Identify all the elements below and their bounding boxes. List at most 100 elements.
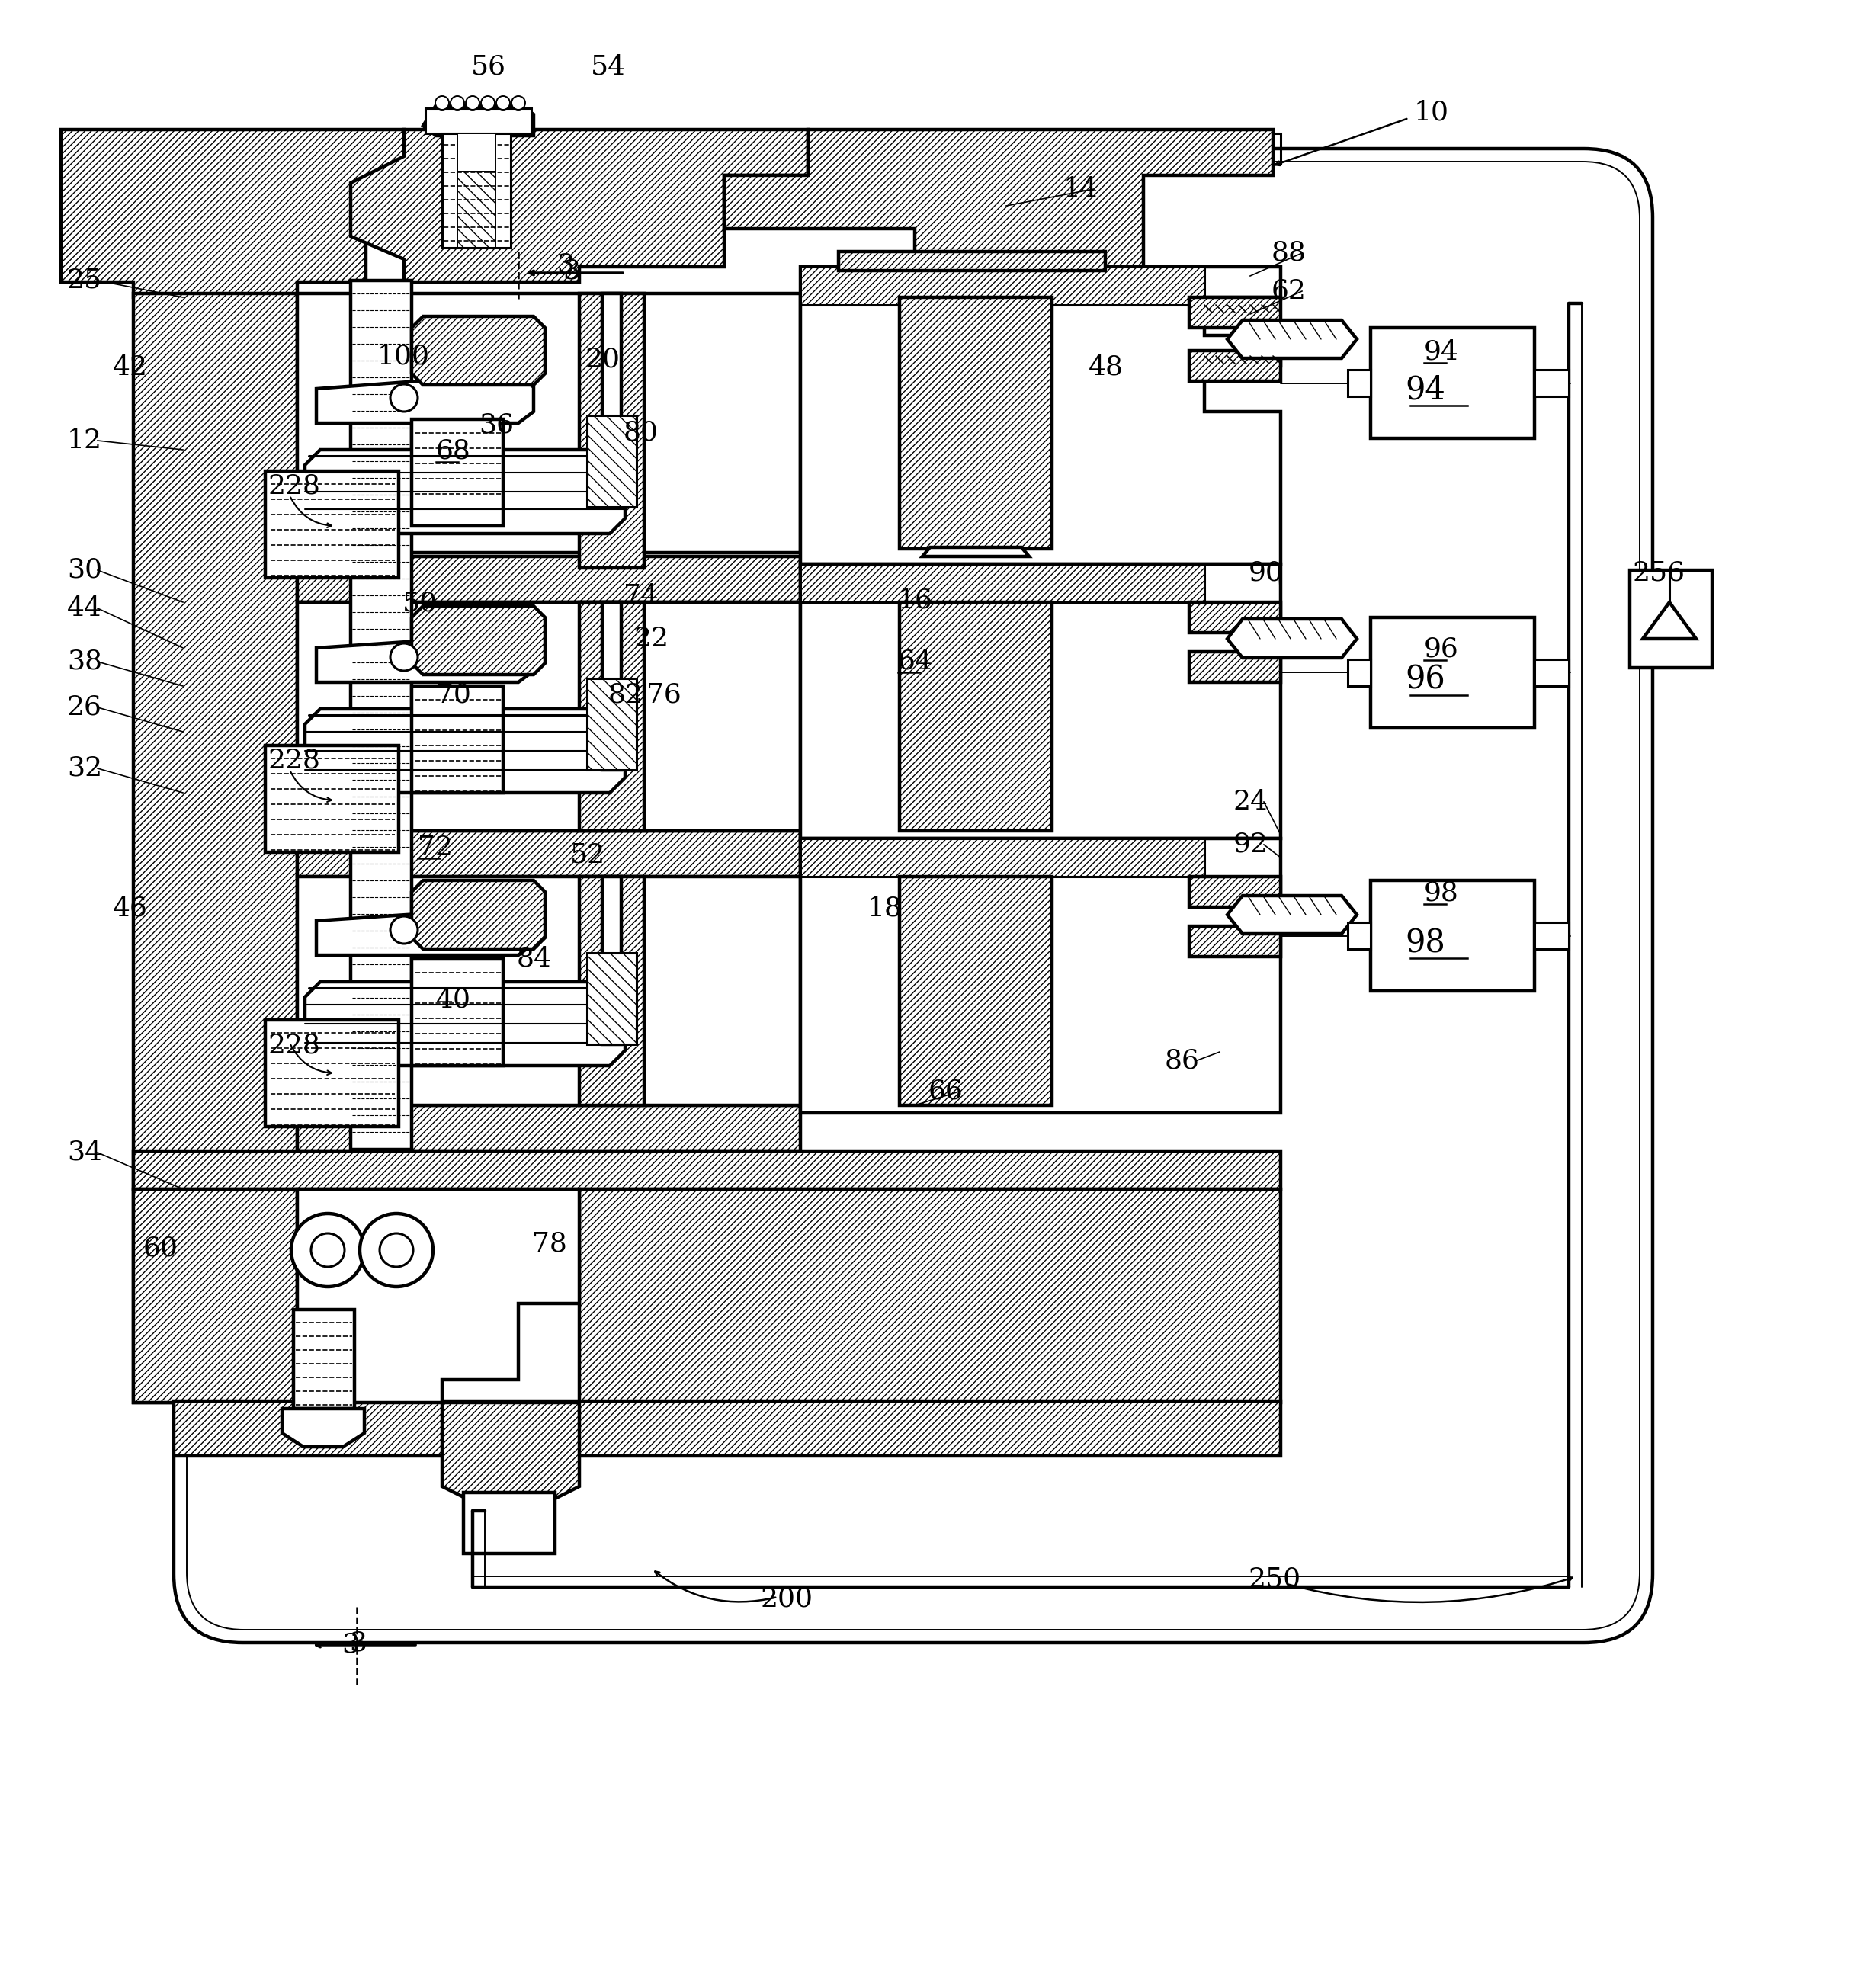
Text: 228: 228	[268, 473, 321, 499]
Text: 52: 52	[570, 843, 606, 869]
Text: 48: 48	[1088, 354, 1124, 380]
Text: 96: 96	[1405, 664, 1446, 696]
Text: 16: 16	[899, 588, 932, 614]
Polygon shape	[1189, 298, 1281, 328]
Circle shape	[291, 1213, 364, 1286]
Text: 42: 42	[113, 354, 148, 380]
Text: 20: 20	[585, 346, 621, 374]
Text: 70: 70	[435, 682, 471, 708]
Text: 62: 62	[1272, 278, 1306, 304]
Bar	[587, 952, 636, 1044]
Polygon shape	[296, 557, 801, 602]
Text: 3: 3	[349, 1630, 366, 1656]
Bar	[899, 298, 1052, 549]
Polygon shape	[306, 449, 625, 533]
Circle shape	[480, 95, 495, 109]
Text: 68: 68	[435, 437, 471, 465]
Text: 200: 200	[762, 1586, 814, 1612]
Polygon shape	[443, 1404, 580, 1509]
Text: 88: 88	[1272, 241, 1306, 266]
Bar	[411, 958, 503, 1066]
Circle shape	[360, 1213, 433, 1286]
Text: 72: 72	[418, 835, 452, 861]
Polygon shape	[580, 1189, 1281, 1404]
Text: 34: 34	[68, 1139, 103, 1165]
Text: 10: 10	[1415, 99, 1448, 125]
Text: 80: 80	[623, 419, 658, 445]
Text: 64: 64	[899, 648, 932, 674]
Text: 12: 12	[68, 427, 101, 453]
Text: 40: 40	[435, 988, 471, 1014]
Text: 256: 256	[1632, 561, 1685, 586]
Circle shape	[390, 384, 418, 412]
Polygon shape	[317, 907, 533, 954]
Bar	[602, 877, 621, 1044]
Bar	[899, 602, 1052, 831]
Polygon shape	[296, 831, 801, 877]
Bar	[458, 171, 495, 248]
Polygon shape	[62, 129, 403, 320]
Text: 90: 90	[1249, 561, 1283, 586]
Polygon shape	[296, 1189, 580, 1404]
Text: 3: 3	[341, 1632, 358, 1658]
Text: 82: 82	[608, 682, 643, 708]
Bar	[1347, 922, 1371, 948]
Text: 36: 36	[478, 412, 514, 437]
Bar	[1371, 328, 1535, 437]
Bar	[1347, 370, 1371, 396]
Polygon shape	[133, 1189, 296, 1404]
Text: 24: 24	[1233, 789, 1268, 815]
Bar	[411, 686, 503, 793]
Bar	[1535, 660, 1568, 686]
Bar	[411, 419, 503, 527]
Bar	[296, 877, 801, 1105]
Polygon shape	[1189, 350, 1281, 382]
Polygon shape	[306, 710, 625, 793]
Polygon shape	[424, 105, 533, 135]
Text: 228: 228	[268, 1034, 321, 1060]
Text: 60: 60	[143, 1237, 178, 1262]
Text: 3: 3	[557, 252, 574, 278]
Text: 100: 100	[377, 344, 430, 370]
Bar	[458, 133, 495, 171]
Polygon shape	[801, 839, 1281, 1113]
Bar	[580, 877, 643, 1105]
Bar	[602, 602, 621, 769]
Polygon shape	[317, 374, 533, 423]
Bar	[602, 294, 621, 483]
Polygon shape	[801, 565, 1204, 602]
Text: 22: 22	[634, 626, 670, 652]
Bar	[265, 1020, 400, 1127]
Bar	[587, 415, 636, 507]
Circle shape	[390, 644, 418, 670]
Circle shape	[512, 95, 525, 109]
Bar	[580, 294, 643, 569]
Circle shape	[379, 1233, 413, 1266]
Bar	[1347, 660, 1371, 686]
Bar	[265, 471, 400, 579]
Polygon shape	[801, 565, 1281, 839]
Text: 228: 228	[268, 747, 321, 773]
Text: 26: 26	[68, 694, 101, 720]
Polygon shape	[281, 1409, 364, 1447]
Circle shape	[450, 95, 463, 109]
Text: 74: 74	[623, 582, 658, 608]
Circle shape	[465, 95, 480, 109]
Text: 98: 98	[1405, 926, 1446, 958]
Polygon shape	[306, 982, 625, 1066]
Bar	[293, 1310, 355, 1409]
Circle shape	[435, 95, 448, 109]
Polygon shape	[351, 129, 809, 282]
Bar	[1535, 922, 1568, 948]
Text: 30: 30	[68, 557, 103, 582]
Text: 54: 54	[591, 54, 627, 80]
Text: 38: 38	[68, 648, 103, 674]
Text: 86: 86	[1165, 1048, 1201, 1074]
Polygon shape	[133, 1151, 1281, 1189]
Bar	[1630, 571, 1713, 668]
Text: 56: 56	[471, 54, 507, 80]
Bar	[587, 678, 636, 769]
Bar	[351, 280, 411, 1149]
Text: 78: 78	[533, 1231, 567, 1256]
Bar	[463, 1493, 555, 1553]
